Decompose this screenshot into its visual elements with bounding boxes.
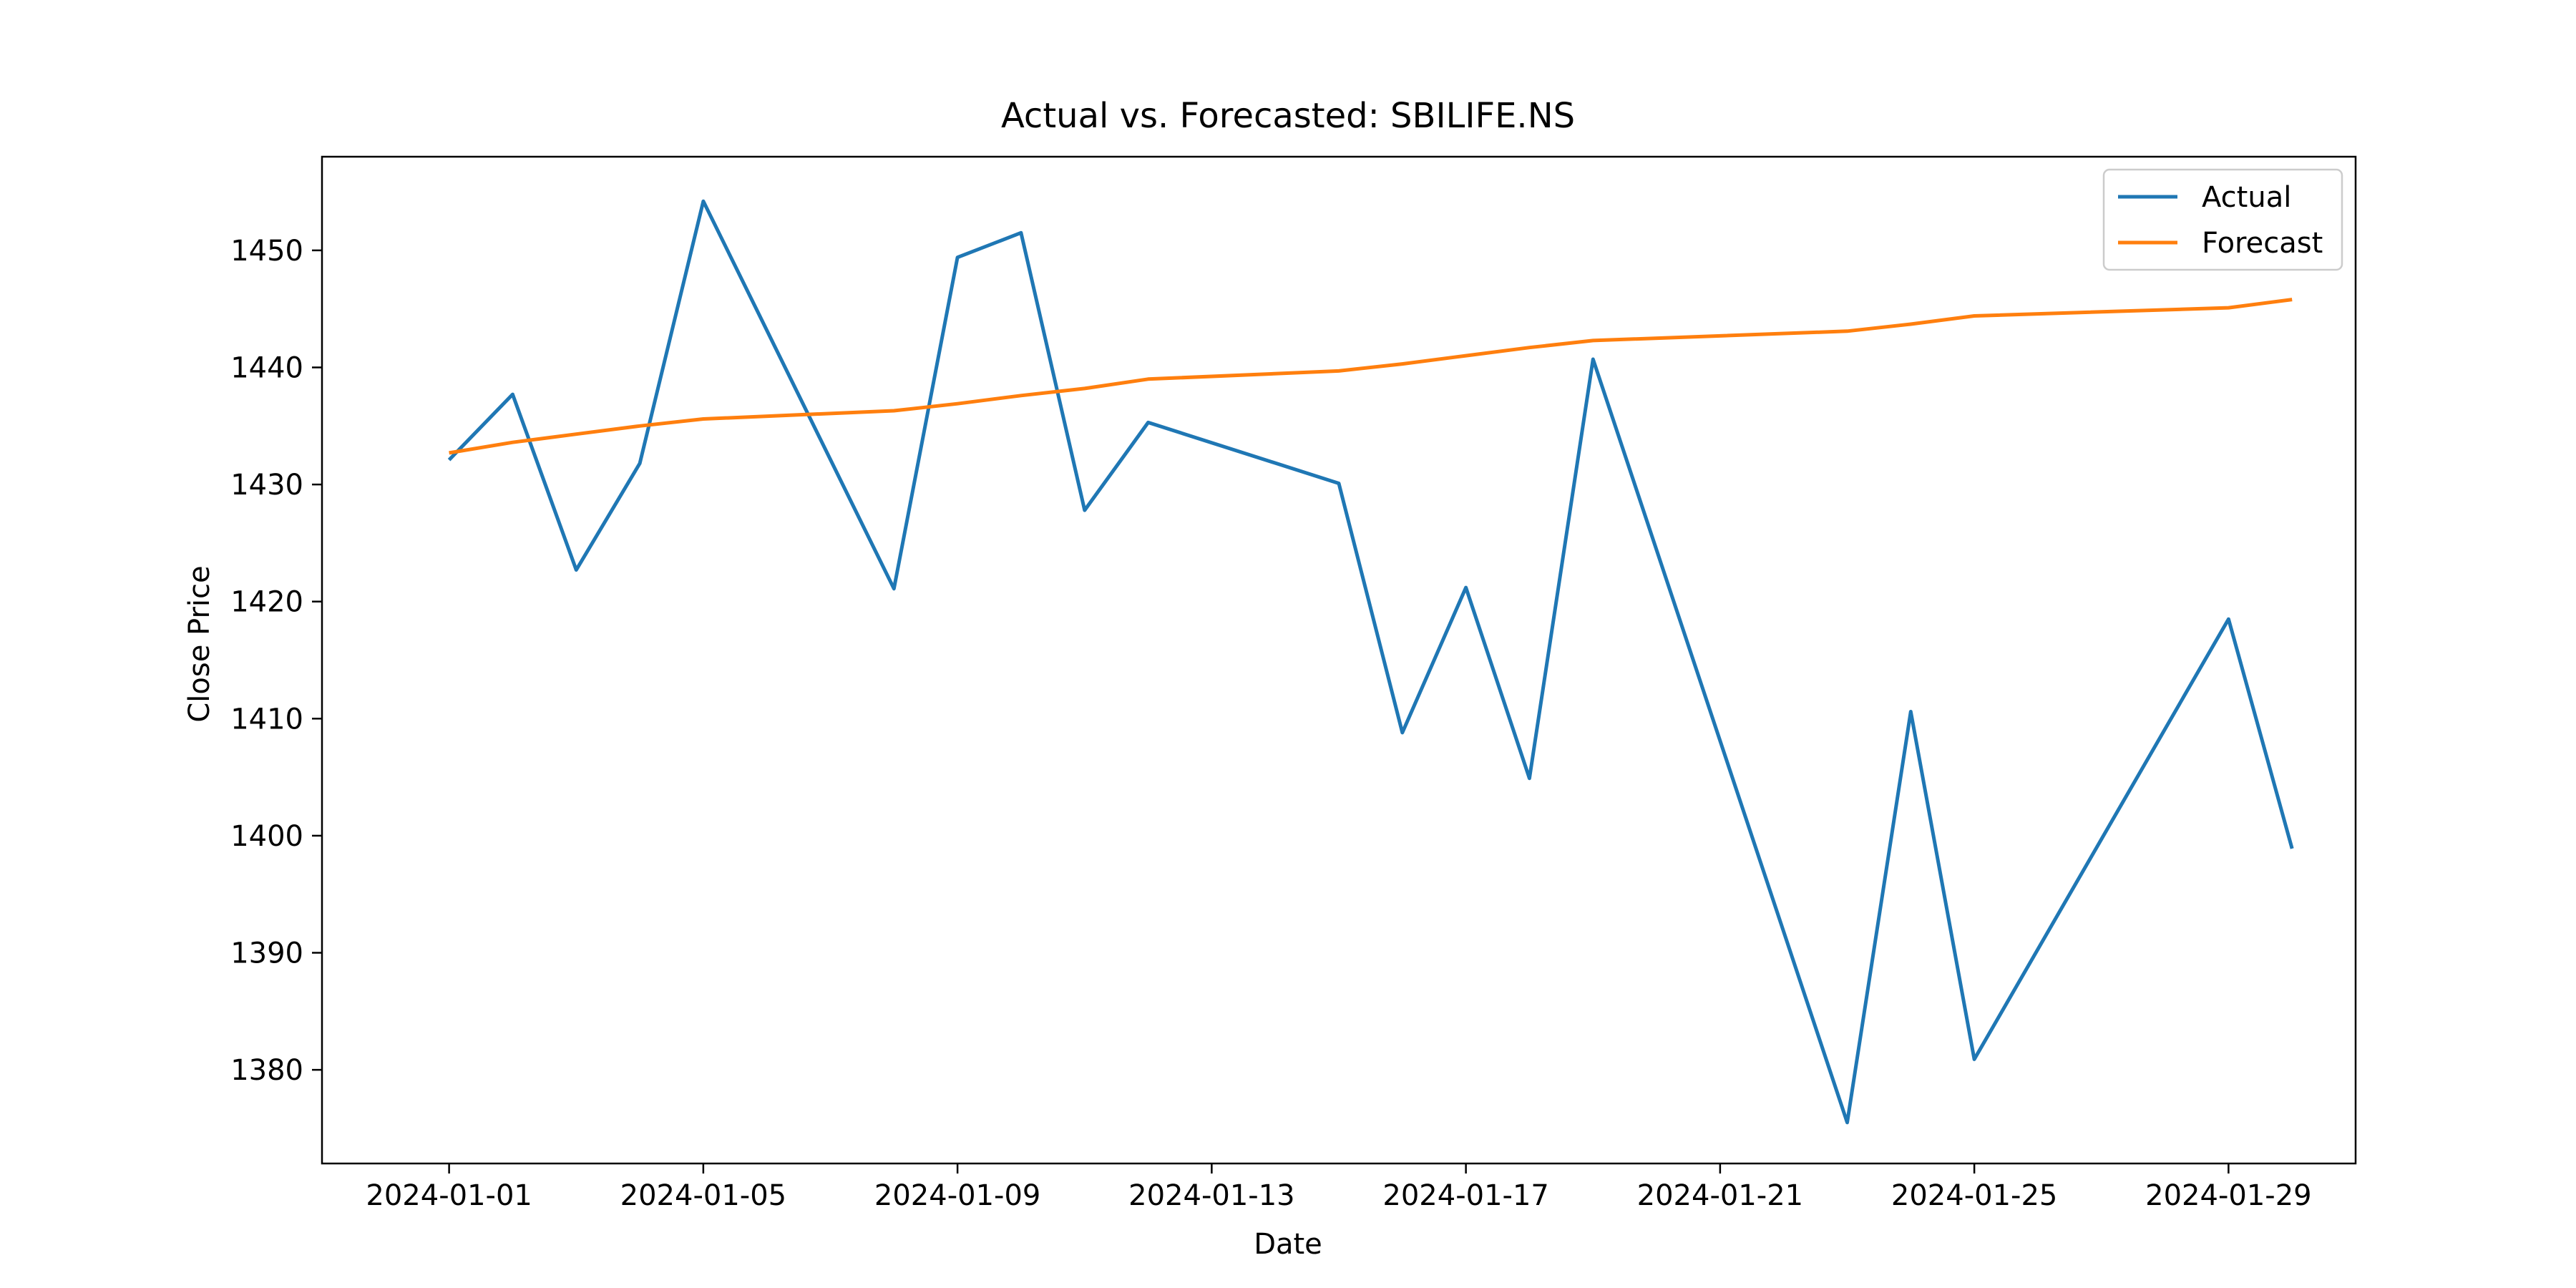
x-tick-label: 2024-01-21 (1637, 1179, 1803, 1212)
y-tick-label: 1440 (230, 351, 303, 384)
chart-title: Actual vs. Forecasted: SBILIFE.NS (1001, 96, 1575, 136)
legend-box (2102, 168, 2343, 271)
series-line-forecast (449, 298, 2293, 455)
x-tick-label: 2024-01-09 (874, 1179, 1040, 1212)
y-tick-label: 1450 (230, 235, 303, 268)
x-tick-label: 2024-01-29 (2145, 1179, 2311, 1212)
series-line-actual (447, 199, 2294, 1125)
y-tick-label: 1400 (230, 820, 303, 853)
x-tick-label: 2024-01-25 (1891, 1179, 2057, 1212)
plot-frame (321, 155, 2357, 1165)
x-tick-label: 2024-01-17 (1382, 1179, 1548, 1212)
legend-label-forecast: Forecast (2202, 227, 2323, 260)
x-tick-label: 2024-01-13 (1128, 1179, 1294, 1212)
x-tick-label: 2024-01-01 (366, 1179, 532, 1212)
y-tick-label: 1410 (230, 703, 303, 736)
y-tick-label: 1380 (230, 1054, 303, 1087)
x-axis-label: Date (1254, 1228, 1322, 1261)
y-tick-label: 1420 (230, 586, 303, 619)
y-axis-label: Close Price (183, 565, 216, 722)
y-tick-label: 1430 (230, 469, 303, 502)
x-tick-label: 2024-01-05 (620, 1179, 786, 1212)
legend-label-actual: Actual (2202, 181, 2291, 214)
legend: Actual Forecast (2102, 168, 2343, 271)
y-tick-label: 1390 (230, 937, 303, 970)
plot-area: 2024-01-01 2024-01-05 2024-01-09 2024-01-13… (230, 155, 2357, 1212)
